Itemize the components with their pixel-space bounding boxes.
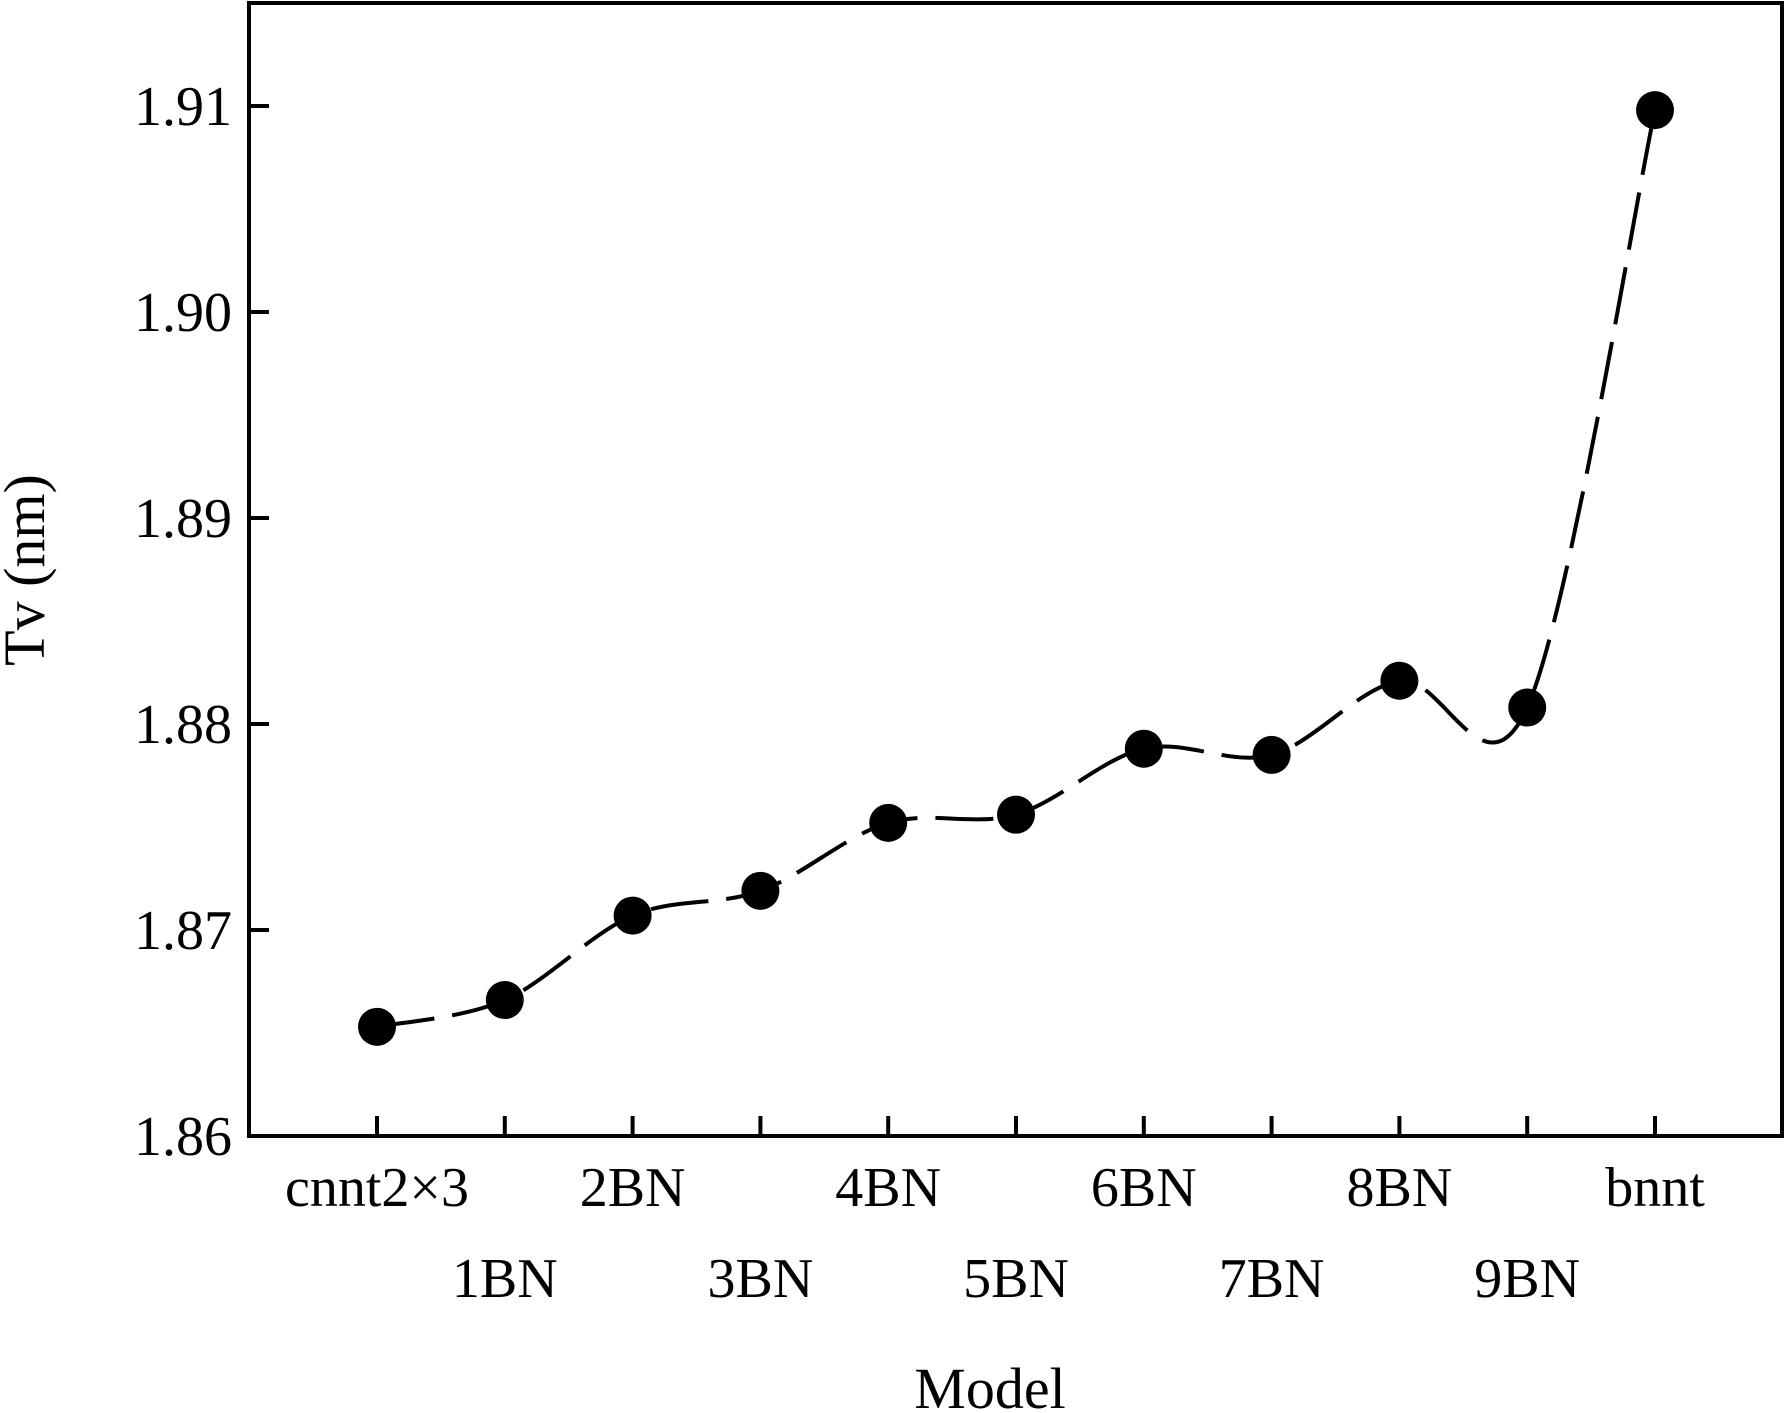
x-tick-label: 5BN [963,1248,1069,1310]
y-axis-ticks: 1.86 1.87 1.88 1.89 1.90 1.91 [134,76,269,1168]
x-tick-label: 2BN [580,1157,686,1219]
data-point-9 [1508,688,1547,727]
series-line [376,109,1657,1029]
y-tick-label: 1.90 [134,282,232,344]
y-tick-label: 1.87 [134,900,232,962]
data-point-1 [485,981,524,1020]
y-tick-label: 1.88 [134,694,232,756]
x-tick-label: 6BN [1091,1157,1197,1219]
plot-frame [247,1,1784,1138]
x-tick-label: 9BN [1474,1248,1580,1310]
data-point-2 [613,896,652,935]
x-axis-ticks: cnnt2×3 1BN 2BN 3BN 4BN 5BN 6BN 7BN 8BN 9BN bnnt [285,1116,1705,1310]
y-tick-label: 1.89 [134,488,232,550]
x-tick-label: 3BN [708,1248,814,1310]
x-tick-label: 7BN [1219,1248,1325,1310]
x-tick-label: bnnt [1605,1157,1705,1219]
data-point-6 [1124,729,1163,768]
data-point-10 [1636,91,1674,130]
x-tick-label: 8BN [1347,1157,1453,1219]
data-point-5 [997,795,1035,834]
x-axis-label: Model [914,1356,1065,1413]
x-tick-label: cnnt2×3 [285,1157,469,1219]
data-point-8 [1380,661,1419,700]
data-point-7 [1252,735,1291,774]
y-tick-label: 1.91 [134,76,232,138]
y-axis-label: Tv (nm) [0,474,57,666]
y-tick-label: 1.86 [134,1106,232,1168]
data-point-4 [869,803,908,842]
x-tick-label: 1BN [452,1248,558,1310]
data-point-3 [741,871,780,910]
data-points [358,91,1674,1046]
data-point-0 [358,1007,396,1046]
x-tick-label: 4BN [835,1157,941,1219]
